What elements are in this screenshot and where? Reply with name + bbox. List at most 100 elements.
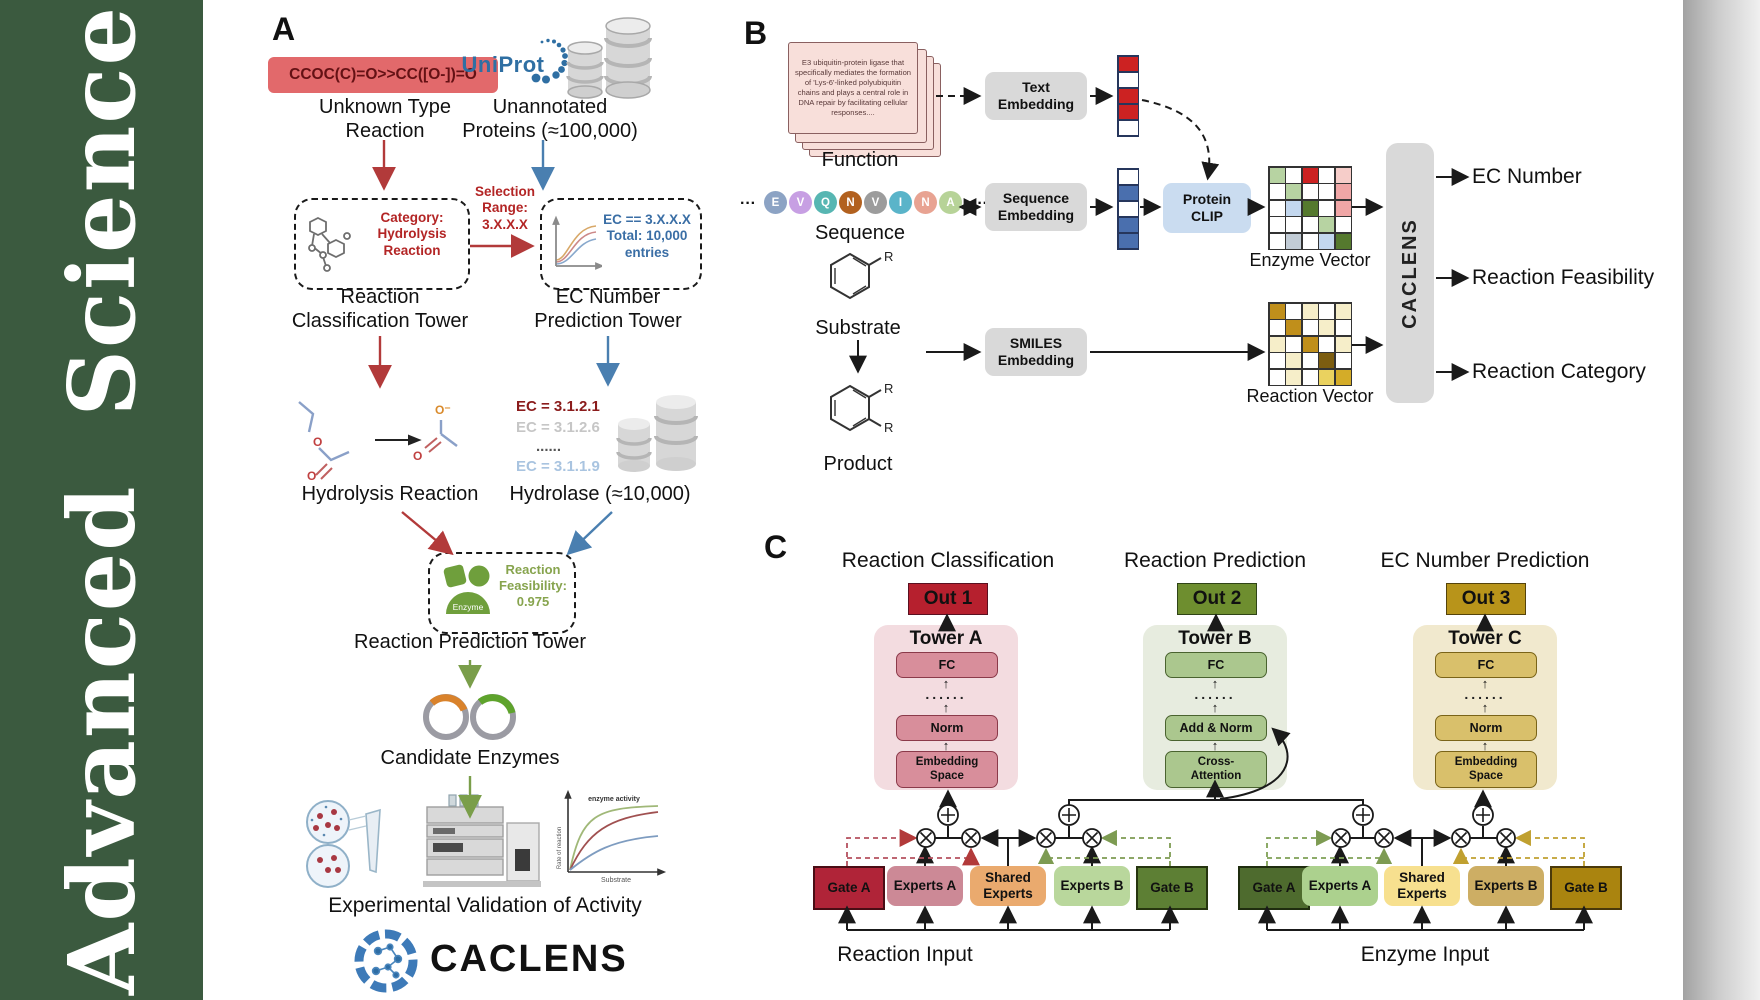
tower-a-label: Tower A	[909, 628, 983, 649]
tower-c-dots: ......	[1464, 686, 1506, 702]
curves-icon	[552, 215, 602, 270]
up-arrow-icon: ↑	[1211, 676, 1219, 691]
output-reaction-category: Reaction Category	[1472, 360, 1646, 383]
tower-b: Tower B FC ↑ ...... ↑ Add & Norm ↑ Cross…	[1143, 625, 1287, 790]
tower-c-label: Tower C	[1448, 628, 1522, 649]
caclens-model-block: CACLENS	[1386, 143, 1434, 403]
enzyme-icon: Enzyme	[443, 564, 490, 614]
tower-b-cross-attention: Cross- Attention	[1165, 751, 1267, 788]
enzyme-gate-a: Gate A	[1238, 866, 1310, 910]
chart-xlabel: Substrate	[601, 877, 631, 884]
function-label: Function	[821, 149, 899, 171]
unknown-reaction-label: Unknown Type Reaction	[319, 96, 451, 143]
panel-b-label: B	[744, 15, 768, 51]
category-text: Category: Hydrolysis Reaction	[377, 210, 447, 258]
reaction-vector-label: Reaction Vector	[1246, 386, 1374, 406]
residue-circle: E	[764, 191, 787, 214]
protein-clip-box: Protein CLIP	[1163, 183, 1251, 233]
output-ec-number: EC Number	[1472, 165, 1582, 188]
tower-a: Tower A FC ↑ ...... ↑ Norm ↑ Embedding S…	[874, 625, 1018, 790]
enzyme-vector-label: Enzyme Vector	[1249, 250, 1371, 270]
ec-item-ellipsis: ......	[536, 438, 562, 455]
tower-c-norm: Norm	[1435, 715, 1537, 741]
tower-a-norm: Norm	[896, 715, 998, 741]
substrate-molecule-icon: R	[830, 249, 893, 300]
molecule-scribble-icon	[308, 216, 351, 272]
journal-name: Advanced Science	[47, 5, 156, 995]
out2-box: Out 2	[1177, 583, 1257, 615]
classification-tower-label: Reaction Classification Tower	[291, 286, 469, 333]
enzyme-vector-matrix	[1268, 166, 1352, 250]
enzyme-experts-b: Experts B	[1468, 866, 1544, 906]
caclens-logo-icon	[354, 929, 418, 993]
up-arrow-icon: ↑	[1211, 700, 1219, 715]
up-arrow-icon: ↑	[942, 738, 950, 753]
page-edge-shadow	[1683, 0, 1760, 1000]
experimental-validation-label: Experimental Validation of Activity	[328, 894, 642, 917]
enzyme-icon-label: Enzyme	[453, 602, 484, 612]
reaction-shared-experts: Shared Experts	[970, 866, 1046, 906]
svg-text:O⁻: O⁻	[435, 403, 451, 417]
kinetics-chart-icon: enzyme activity Rate of reaction Substra…	[557, 789, 667, 884]
up-arrow-icon: ↑	[1481, 700, 1489, 715]
database-icon	[566, 17, 652, 99]
ec-item-2: EC = 3.1.2.6	[516, 419, 600, 436]
column-title-reaction-prediction: Reaction Prediction	[1123, 549, 1307, 572]
ec-tower-label: EC Number Prediction Tower	[534, 286, 682, 333]
candidate-enzymes-label: Candidate Enzymes	[380, 747, 560, 769]
reaction-experts-b: Experts B	[1054, 866, 1130, 906]
hplc-instrument-icon	[423, 794, 541, 887]
up-arrow-icon: ↑	[942, 676, 950, 691]
plasmid-icons	[423, 694, 516, 740]
svg-text:O: O	[413, 449, 422, 463]
reaction-input-label: Reaction Input	[837, 943, 973, 966]
out1-box: Out 1	[908, 583, 988, 615]
ec-item-3: EC = 3.1.1.9	[516, 458, 600, 475]
up-arrow-icon: ↑	[942, 700, 950, 715]
tower-a-dots: ......	[925, 686, 967, 702]
reaction-gate-a: Gate A	[813, 866, 885, 910]
text-embedding-box: Text Embedding	[985, 72, 1087, 120]
residue-circle: Q	[814, 191, 837, 214]
uniprot-logo: UniProt	[461, 52, 545, 77]
tower-b-dots: ......	[1194, 686, 1236, 702]
product-r-bottom: R	[884, 420, 893, 435]
selection-range-label: Selection Range: 3.X.X.X	[474, 184, 536, 232]
sequence-embedding-vector	[1117, 168, 1139, 250]
reaction-experts-a: Experts A	[887, 866, 963, 906]
ec-selection-box	[540, 198, 702, 290]
residue-circle: N	[914, 191, 937, 214]
journal-banner: Advanced Science	[0, 0, 203, 1000]
hydrolysis-reaction-label: Hydrolysis Reaction	[301, 483, 479, 505]
sequence-embedding-box: Sequence Embedding	[985, 183, 1087, 231]
up-arrow-icon: ↑	[1481, 738, 1489, 753]
tower-b-fc: FC	[1165, 652, 1267, 678]
ec-selection-text: EC == 3.X.X.X Total: 10,000 entries	[603, 212, 691, 260]
unannotated-proteins-label: Unannotated Proteins (≈100,000)	[462, 96, 638, 143]
substrate-label: Substrate	[815, 317, 901, 339]
reaction-gate-b: Gate B	[1136, 866, 1208, 910]
uniprot-dots-icon	[531, 38, 568, 84]
category-box	[294, 198, 470, 290]
residue-circle: V	[864, 191, 887, 214]
product-label: Product	[823, 453, 893, 475]
function-cards: E3 ubiquitin-protein ligase that specifi…	[788, 42, 948, 162]
product-r-top: R	[884, 381, 893, 396]
enzyme-input-label: Enzyme Input	[1360, 943, 1490, 966]
hydrolysis-molecules-icon: O O O⁻ O	[298, 401, 458, 483]
output-reaction-feasibility: Reaction Feasibility	[1472, 266, 1655, 289]
tower-c-embedding: Embedding Space	[1435, 751, 1537, 788]
sequence-ellipsis-left: ···	[740, 195, 756, 212]
add-ops	[937, 804, 1494, 826]
feasibility-text: Reaction Feasibility: 0.975	[499, 562, 567, 609]
caclens-wordmark: CACLENS	[430, 938, 628, 980]
smiles-embedding-box: SMILES Embedding	[985, 328, 1087, 376]
tower-b-label: Tower B	[1178, 628, 1252, 649]
function-card-text: E3 ubiquitin-protein ligase that specifi…	[788, 42, 918, 134]
caclens-block-label: CACLENS	[1398, 217, 1421, 329]
hydrolase-label: Hydrolase (≈10,000)	[509, 483, 691, 505]
chart-annotation: enzyme activity	[588, 796, 640, 803]
tower-a-embedding: Embedding Space	[896, 751, 998, 788]
